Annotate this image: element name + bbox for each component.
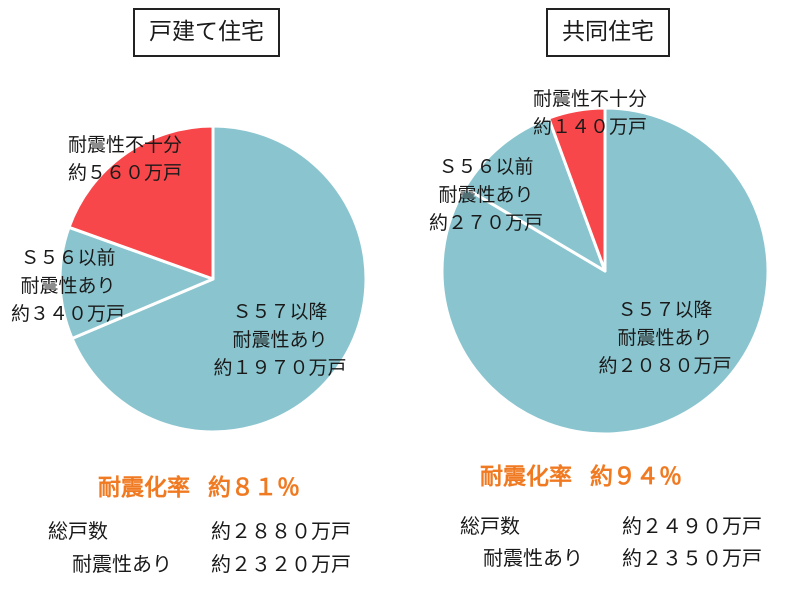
slice-label-line: 約３４０万戸 xyxy=(10,303,125,325)
slice-label-s56-before: Ｓ５６以前 耐震性あり 約３４０万戸 xyxy=(0,244,136,328)
pie-chart xyxy=(440,106,770,436)
total-row: 総戸数 約２８８０万戸 xyxy=(48,515,351,544)
chart-title: 戸建て住宅 xyxy=(133,8,280,57)
slice-label-line: 約１９７０万戸 xyxy=(213,357,347,379)
pie-slice-s56-before xyxy=(463,116,607,273)
slice-label-line: Ｓ５７以降 xyxy=(232,301,328,323)
pie-slice-insufficient xyxy=(547,106,607,273)
pie-slice-s56-before xyxy=(58,225,215,341)
slice-label-line: 耐震性あり xyxy=(438,184,534,206)
apartment-housing-chart: 共同住宅 Ｓ５７以降 耐震性あり 約２０８０万戸 Ｓ５６以前 耐震性あり 約２７… xyxy=(400,0,800,600)
slice-label-line: 耐震性あり xyxy=(20,275,116,297)
seismic-rate-label: 耐震化率 xyxy=(480,464,572,490)
slice-label-line: 約１４０万戸 xyxy=(532,116,647,138)
total-value: 約２８８０万戸 xyxy=(211,519,351,543)
total-value: 約２４９０万戸 xyxy=(622,514,762,538)
pie-chart xyxy=(58,124,368,434)
seismic-rate-value: 約９４％ xyxy=(590,464,682,490)
slice-label-line: Ｓ５６以前 xyxy=(20,247,116,269)
seismic-rate: 耐震化率 約９４％ xyxy=(480,457,682,491)
seismic-rate: 耐震化率 約８１％ xyxy=(98,468,300,502)
seismic-rate-label: 耐震化率 xyxy=(98,475,190,501)
total-label: 総戸数 xyxy=(460,514,520,538)
slice-label-insufficient: 耐震性不十分 約１４０万戸 xyxy=(520,85,660,141)
detached-housing-chart: 戸建て住宅 Ｓ５７以降 耐震性あり 約１９７０万戸 Ｓ５６以前 耐震性あり 約３… xyxy=(0,8,368,577)
slice-label-line: 約２７０万戸 xyxy=(428,212,543,234)
seismic-rate-value: 約８１％ xyxy=(208,475,300,501)
slice-label-line: 約２０８０万戸 xyxy=(598,355,732,377)
slice-label-line: 耐震性不十分 xyxy=(532,88,647,110)
slice-label-line: 耐震性不十分 xyxy=(67,134,182,156)
slice-label-s56-before: Ｓ５６以前 耐震性あり 約２７０万戸 xyxy=(418,153,554,237)
total-label: 総戸数 xyxy=(48,519,108,543)
resistant-label: 耐震性あり xyxy=(483,546,583,570)
total-row: 総戸数 約２４９０万戸 xyxy=(460,510,762,539)
slice-label-line: Ｓ５７以降 xyxy=(617,299,713,321)
slice-label-s57-after: Ｓ５７以降 耐震性あり 約２０８０万戸 xyxy=(585,296,745,380)
pie-slice-s57-after xyxy=(70,124,368,434)
slice-label-s57-after: Ｓ５７以降 耐震性あり 約１９７０万戸 xyxy=(205,298,355,382)
resistant-row: 耐震性あり 約２３５０万戸 xyxy=(483,542,762,571)
slice-label-line: Ｓ５６以前 xyxy=(438,156,534,178)
resistant-value: 約２３２０万戸 xyxy=(211,552,351,576)
resistant-value: 約２３５０万戸 xyxy=(622,546,762,570)
slice-label-insufficient: 耐震性不十分 約５６０万戸 xyxy=(55,131,195,187)
slice-label-line: 約５６０万戸 xyxy=(67,162,182,184)
slice-label-line: 耐震性あり xyxy=(232,329,328,351)
resistant-row: 耐震性あり 約２３２０万戸 xyxy=(72,548,351,577)
pie-slice-insufficient xyxy=(67,124,215,281)
resistant-label: 耐震性あり xyxy=(72,552,172,576)
chart-title: 共同住宅 xyxy=(546,8,670,57)
slice-label-line: 耐震性あり xyxy=(617,327,713,349)
